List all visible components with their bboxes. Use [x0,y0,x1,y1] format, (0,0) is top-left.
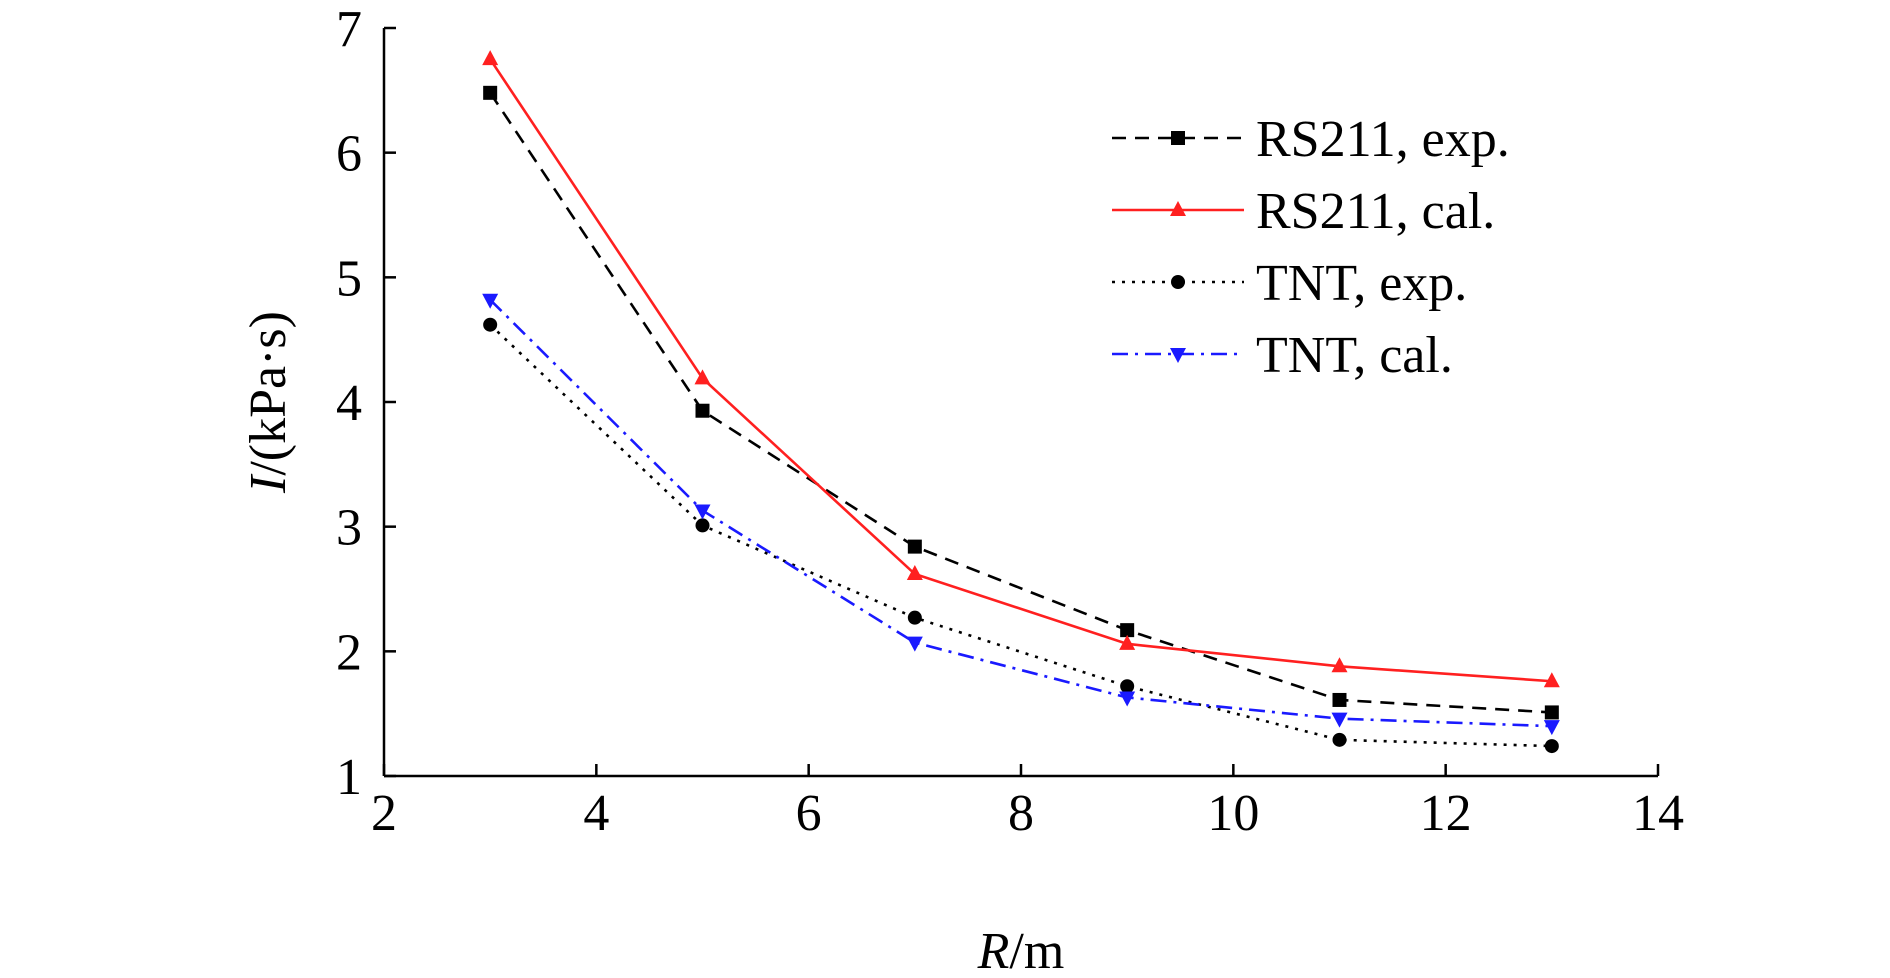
x-axis-label-unit: /m [1009,923,1064,978]
legend-item: TNT, cal. [1112,327,1453,384]
legend-label: TNT, exp. [1256,255,1467,312]
data-point [1331,657,1348,673]
x-tick-label: 10 [1207,785,1259,842]
data-point [1332,732,1347,747]
y-tick-label: 3 [336,500,362,557]
y-axis-label: I/(kPa·s) [240,311,297,494]
data-point [695,518,710,533]
x-tick-label: 6 [796,785,822,842]
x-tick-label: 12 [1420,785,1472,842]
data-point [1544,739,1559,754]
data-point [1119,634,1136,650]
y-axis-label-var: I [240,473,297,494]
legend-marker [1170,348,1186,363]
x-tick-label: 14 [1632,785,1684,842]
data-point [1119,691,1136,707]
series-group [482,50,1560,754]
y-tick-label: 6 [336,126,362,183]
x-tick-label: 8 [1008,785,1034,842]
data-point [694,369,711,385]
legend-item: RS211, exp. [1112,111,1510,168]
data-point [483,317,498,332]
data-point [906,636,923,652]
data-point [482,293,499,309]
data-point [1331,712,1348,728]
series-2 [482,50,1560,688]
y-tick-label: 4 [336,375,362,432]
data-point [1120,623,1135,638]
data-point [1120,679,1135,694]
series-line [489,92,1552,714]
data-point [1544,705,1559,720]
series-3 [483,317,1559,754]
legend-marker [1171,275,1185,289]
legend-item: RS211, cal. [1112,183,1495,240]
x-axis-label: R/m [977,923,1065,978]
series-4 [482,293,1560,736]
x-axis-label-var: R [977,923,1010,978]
legend: RS211, exp. RS211, cal. TNT, exp. TNT, cal. [1112,111,1510,384]
legend-marker [1171,131,1185,145]
x-tick-label: 4 [583,785,609,842]
legend-label: RS211, exp. [1256,111,1510,168]
series-line [489,323,1552,748]
data-point [694,504,711,520]
legend-label: RS211, cal. [1256,183,1495,240]
x-ticks: 2 4 6 8 10 12 14 [371,764,1684,842]
y-tick-label: 7 [336,1,362,58]
data-point [483,85,498,100]
data-point [907,539,922,554]
legend-item: TNT, exp. [1112,255,1467,312]
data-point [695,403,710,418]
y-tick-label: 2 [336,624,362,681]
data-point [907,610,922,625]
data-point [1332,692,1347,707]
legend-label: TNT, cal. [1256,327,1453,384]
series-1 [483,85,1559,720]
data-point [482,50,499,66]
y-tick-label: 1 [336,749,362,806]
y-ticks: 1 2 3 4 5 6 7 [336,1,396,806]
data-point [1543,672,1560,688]
legend-marker [1170,201,1186,216]
x-tick-label: 2 [371,785,397,842]
data-point [906,565,923,581]
series-line [489,58,1552,683]
data-point [1543,720,1560,736]
y-axis-label-unit: /(kPa·s) [240,311,297,476]
y-tick-label: 5 [336,250,362,307]
